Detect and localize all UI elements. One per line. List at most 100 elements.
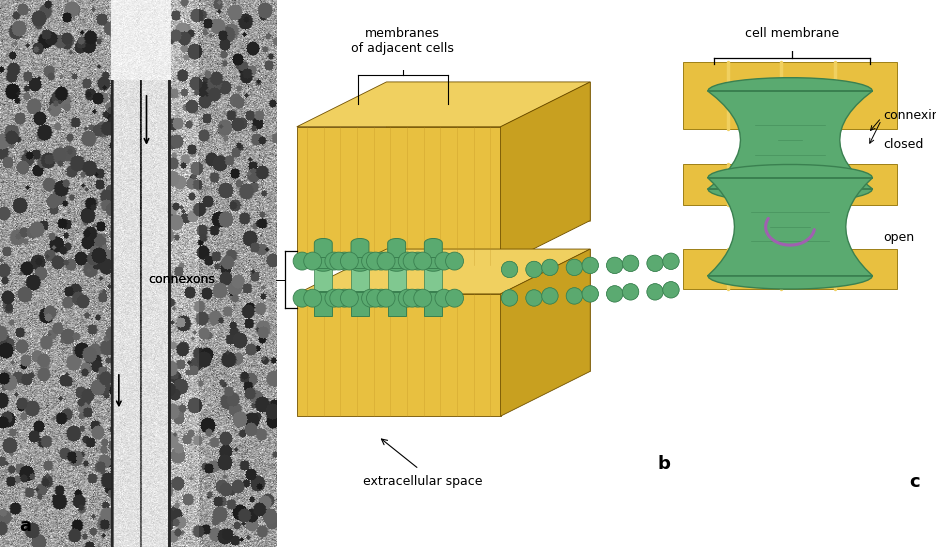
Circle shape bbox=[446, 289, 463, 307]
Circle shape bbox=[606, 257, 622, 274]
Circle shape bbox=[376, 289, 395, 307]
Text: extracellular space: extracellular space bbox=[363, 475, 482, 488]
Circle shape bbox=[335, 252, 353, 270]
Circle shape bbox=[606, 257, 622, 274]
Text: connexons: connexons bbox=[148, 273, 215, 286]
Circle shape bbox=[303, 289, 321, 307]
Circle shape bbox=[414, 289, 431, 307]
Polygon shape bbox=[351, 265, 369, 294]
Circle shape bbox=[581, 286, 598, 302]
Circle shape bbox=[366, 289, 384, 307]
Polygon shape bbox=[314, 265, 332, 294]
Polygon shape bbox=[707, 78, 871, 202]
Circle shape bbox=[662, 282, 679, 298]
Circle shape bbox=[361, 289, 379, 307]
Circle shape bbox=[622, 255, 638, 271]
Circle shape bbox=[366, 252, 384, 270]
Circle shape bbox=[525, 261, 542, 277]
Circle shape bbox=[646, 284, 663, 300]
Circle shape bbox=[340, 289, 358, 307]
Circle shape bbox=[646, 255, 663, 271]
Circle shape bbox=[646, 284, 663, 300]
Polygon shape bbox=[297, 82, 590, 127]
Circle shape bbox=[501, 261, 518, 277]
Circle shape bbox=[293, 289, 311, 307]
Circle shape bbox=[581, 257, 598, 274]
Polygon shape bbox=[388, 265, 405, 294]
Circle shape bbox=[501, 290, 518, 306]
Circle shape bbox=[622, 284, 638, 300]
Circle shape bbox=[434, 289, 452, 307]
Circle shape bbox=[446, 252, 463, 270]
Text: connexons: connexons bbox=[148, 273, 215, 286]
Circle shape bbox=[376, 252, 395, 270]
Circle shape bbox=[541, 259, 558, 276]
Polygon shape bbox=[500, 249, 590, 416]
Circle shape bbox=[622, 255, 638, 271]
Text: connexins: connexins bbox=[883, 109, 936, 122]
Circle shape bbox=[525, 290, 542, 306]
Circle shape bbox=[622, 284, 638, 300]
Polygon shape bbox=[682, 62, 896, 129]
Circle shape bbox=[686, 253, 703, 270]
Circle shape bbox=[325, 289, 343, 307]
Text: closed: closed bbox=[883, 138, 923, 151]
Polygon shape bbox=[297, 127, 500, 265]
Circle shape bbox=[541, 288, 558, 304]
Polygon shape bbox=[351, 238, 369, 271]
Circle shape bbox=[329, 289, 347, 307]
Circle shape bbox=[565, 259, 582, 276]
Polygon shape bbox=[707, 165, 871, 289]
Polygon shape bbox=[309, 291, 337, 302]
Circle shape bbox=[686, 282, 703, 298]
Text: open: open bbox=[883, 231, 914, 245]
Circle shape bbox=[525, 290, 542, 306]
Circle shape bbox=[408, 252, 427, 270]
Circle shape bbox=[541, 259, 558, 276]
Polygon shape bbox=[424, 265, 442, 294]
Circle shape bbox=[335, 289, 353, 307]
Circle shape bbox=[414, 252, 431, 270]
Polygon shape bbox=[297, 249, 590, 294]
Polygon shape bbox=[309, 257, 337, 268]
Circle shape bbox=[402, 289, 420, 307]
Circle shape bbox=[565, 259, 582, 276]
Circle shape bbox=[434, 252, 452, 270]
Circle shape bbox=[581, 286, 598, 302]
Polygon shape bbox=[382, 257, 411, 268]
Polygon shape bbox=[388, 293, 405, 316]
Circle shape bbox=[340, 252, 358, 270]
Polygon shape bbox=[351, 293, 369, 316]
Circle shape bbox=[329, 252, 347, 270]
Polygon shape bbox=[297, 294, 500, 416]
Circle shape bbox=[501, 290, 518, 306]
Circle shape bbox=[686, 282, 703, 298]
Circle shape bbox=[662, 282, 679, 298]
Polygon shape bbox=[314, 293, 332, 316]
Circle shape bbox=[606, 286, 622, 302]
Circle shape bbox=[525, 261, 542, 277]
Circle shape bbox=[325, 252, 343, 270]
Circle shape bbox=[398, 252, 416, 270]
Circle shape bbox=[565, 288, 582, 304]
Circle shape bbox=[565, 288, 582, 304]
Polygon shape bbox=[345, 257, 373, 268]
Circle shape bbox=[372, 252, 389, 270]
Polygon shape bbox=[314, 238, 332, 271]
Text: a: a bbox=[20, 516, 31, 534]
Circle shape bbox=[398, 289, 416, 307]
Circle shape bbox=[686, 253, 703, 270]
Circle shape bbox=[662, 253, 679, 270]
Circle shape bbox=[581, 257, 598, 274]
Polygon shape bbox=[386, 82, 590, 220]
Text: c: c bbox=[909, 473, 919, 491]
Polygon shape bbox=[424, 238, 442, 271]
Circle shape bbox=[541, 288, 558, 304]
Polygon shape bbox=[682, 165, 896, 205]
Circle shape bbox=[372, 289, 389, 307]
Text: membranes
of adjacent cells: membranes of adjacent cells bbox=[351, 27, 454, 55]
Circle shape bbox=[662, 253, 679, 270]
Polygon shape bbox=[345, 291, 373, 302]
Polygon shape bbox=[388, 238, 405, 271]
Circle shape bbox=[501, 261, 518, 277]
